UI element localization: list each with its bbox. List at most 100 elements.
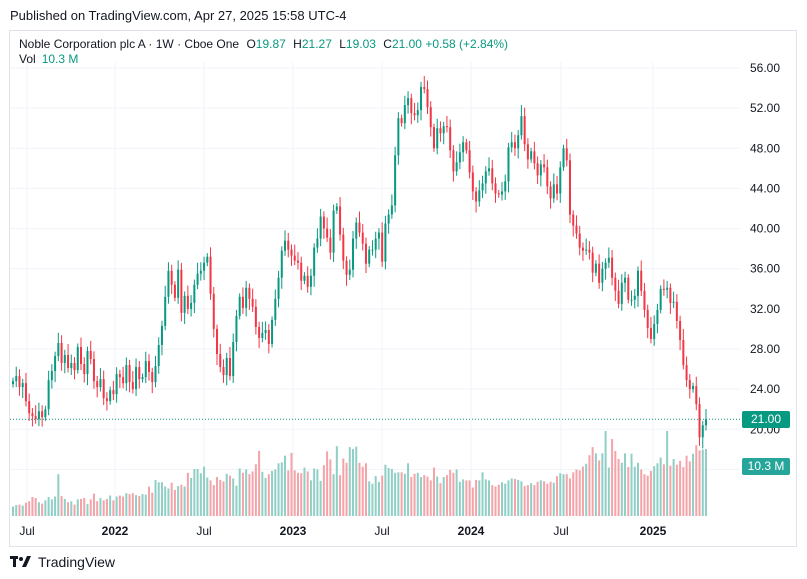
volume-bar bbox=[387, 468, 390, 516]
volume-bar bbox=[245, 469, 248, 516]
volume-bar bbox=[44, 500, 47, 516]
volume-bar bbox=[462, 479, 465, 516]
candle-body bbox=[102, 379, 105, 399]
volume-bar bbox=[138, 496, 141, 516]
volume-bar bbox=[604, 430, 607, 516]
volume-bar bbox=[57, 474, 60, 516]
volume-bar bbox=[167, 488, 170, 516]
candle-body bbox=[533, 151, 536, 164]
candle-body bbox=[271, 319, 274, 344]
y-tick-label: 52.00 bbox=[750, 101, 780, 115]
volume-bar bbox=[122, 496, 125, 516]
candle-body bbox=[37, 411, 40, 420]
volume-bar bbox=[578, 470, 581, 516]
candle-body bbox=[348, 269, 351, 275]
volume-bar bbox=[329, 459, 332, 516]
candle-body bbox=[659, 288, 662, 310]
candle-body bbox=[160, 325, 163, 345]
candle-body bbox=[420, 87, 423, 111]
candle-body bbox=[41, 411, 44, 418]
volume-bar bbox=[67, 502, 70, 516]
candle-body bbox=[656, 309, 659, 324]
candle-body bbox=[225, 358, 228, 376]
candle-body bbox=[212, 293, 215, 329]
volume-bar bbox=[688, 461, 691, 516]
candle-body bbox=[432, 127, 435, 149]
symbol-name[interactable]: Noble Corporation plc A · 1W · Cboe One bbox=[19, 37, 240, 51]
candle-body bbox=[497, 193, 500, 195]
candle-body bbox=[410, 98, 413, 114]
candle-body bbox=[526, 144, 529, 160]
candle-body bbox=[624, 277, 627, 283]
chart-frame[interactable] bbox=[9, 30, 797, 547]
candle-body bbox=[407, 98, 410, 106]
candle-body bbox=[352, 238, 355, 270]
candle-body bbox=[358, 222, 361, 233]
footer-brand[interactable]: TradingView bbox=[10, 554, 115, 570]
candle-body bbox=[54, 356, 57, 372]
volume-bar bbox=[371, 483, 374, 516]
volume-bar bbox=[241, 472, 244, 516]
candle-body bbox=[620, 282, 623, 304]
volume-bar bbox=[284, 455, 287, 516]
volume-bar bbox=[533, 485, 536, 516]
candle-body bbox=[109, 390, 112, 402]
volume-bar bbox=[225, 473, 228, 516]
volume-bar bbox=[47, 497, 50, 516]
volume-bar bbox=[672, 459, 675, 516]
volume-bar bbox=[500, 482, 503, 516]
volume-bar bbox=[170, 482, 173, 516]
y-tick-label: 28.00 bbox=[750, 342, 780, 356]
candle-body bbox=[429, 107, 432, 128]
candle-body bbox=[63, 355, 66, 364]
volume-bar bbox=[18, 504, 21, 516]
price-axis: 16.0020.0024.0028.0032.0036.0040.0044.00… bbox=[750, 61, 780, 476]
candle-body bbox=[151, 372, 154, 383]
candle-body bbox=[89, 351, 92, 360]
volume-bar bbox=[656, 463, 659, 516]
volume-bar bbox=[669, 465, 672, 516]
volume-bar bbox=[432, 467, 435, 516]
volume-bar bbox=[248, 474, 251, 516]
candle-body bbox=[585, 249, 588, 251]
candle-body bbox=[536, 163, 539, 176]
y-tick-label: 56.00 bbox=[750, 61, 780, 75]
candle-body bbox=[381, 232, 384, 262]
volume-label[interactable]: Vol bbox=[19, 52, 36, 66]
volume-bar bbox=[611, 439, 614, 516]
volume-bar bbox=[494, 486, 497, 516]
volume-bar bbox=[543, 481, 546, 516]
volume-bar bbox=[598, 460, 601, 516]
candle-body bbox=[377, 232, 380, 239]
volume-legend: Vol 10.3 M bbox=[19, 52, 78, 66]
volume-bar bbox=[591, 447, 594, 516]
volume-bar bbox=[115, 496, 118, 516]
candle-body bbox=[248, 287, 251, 299]
volume-bar bbox=[562, 474, 565, 516]
candle-body bbox=[128, 365, 131, 383]
candle-body bbox=[261, 332, 264, 338]
candle-body bbox=[177, 269, 180, 298]
high-label: H bbox=[293, 37, 302, 51]
volume-bar bbox=[572, 472, 575, 516]
candle-body bbox=[245, 287, 248, 308]
candle-body bbox=[675, 301, 678, 321]
volume-bar bbox=[15, 505, 18, 516]
candle-body bbox=[471, 172, 474, 192]
volume-bar bbox=[601, 453, 604, 516]
candle-body bbox=[413, 113, 416, 116]
candle-body bbox=[601, 268, 604, 283]
volume-value: 10.3 M bbox=[41, 52, 79, 66]
candle-body bbox=[685, 365, 688, 381]
candle-body bbox=[21, 383, 24, 388]
volume-bar bbox=[258, 450, 261, 516]
volume-bar bbox=[559, 473, 562, 516]
candle-body bbox=[594, 263, 597, 273]
candle-body bbox=[86, 351, 89, 375]
open-label: O bbox=[246, 37, 256, 51]
candle-body bbox=[455, 162, 458, 172]
volume-bar bbox=[695, 445, 698, 516]
candle-body bbox=[148, 361, 151, 373]
volume-bar bbox=[306, 471, 309, 516]
